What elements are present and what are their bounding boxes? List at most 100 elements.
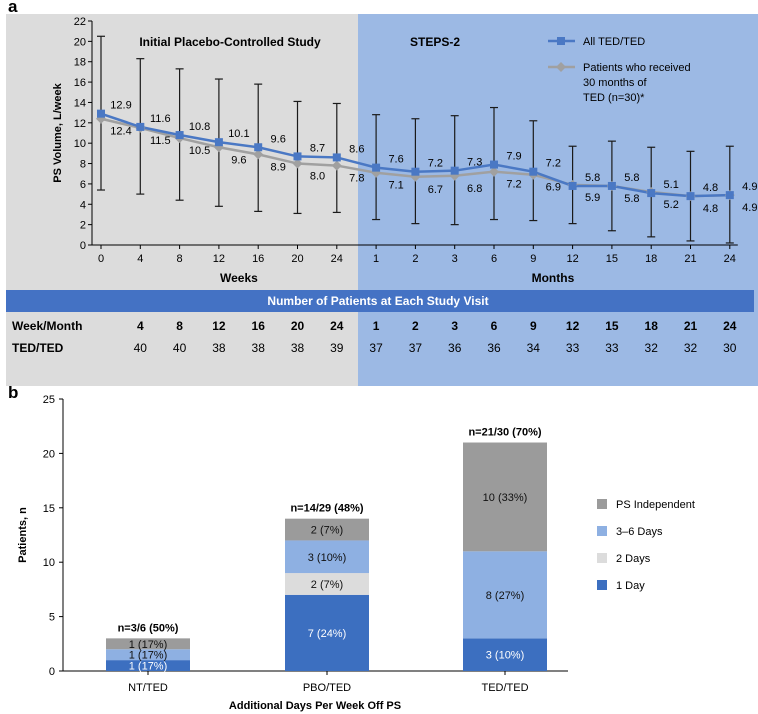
y-tick-label: 22 [74, 16, 86, 28]
visit-label: 12 [566, 319, 580, 333]
data-label-all-ted: 4.8 [703, 182, 718, 194]
data-label-30-months: 6.7 [428, 184, 443, 196]
patient-count: 38 [212, 341, 226, 355]
patient-count: 30 [723, 341, 737, 355]
bar-segment [285, 573, 369, 595]
x-tick-label: 20 [291, 253, 303, 265]
patient-count: 36 [448, 341, 462, 355]
x-tick-label: 24 [724, 253, 736, 265]
data-label-all-ted: 9.6 [271, 133, 286, 145]
visit-label: 21 [684, 319, 698, 333]
bar-segment-label: 7 (24%) [308, 628, 347, 640]
legend-swatch [597, 526, 607, 536]
y-tick-label: 6 [80, 179, 86, 191]
x-tick-label: 1 [373, 253, 379, 265]
patient-count: 37 [409, 341, 423, 355]
legend-marker-30-months [556, 62, 566, 72]
x-category-label: TED/TED [481, 682, 528, 694]
visit-label: 9 [530, 319, 537, 333]
x-tick-label: 12 [213, 253, 225, 265]
x-category-label: PBO/TED [303, 682, 351, 694]
marker-30-months [489, 166, 499, 177]
bar-segment-label: 10 (33%) [483, 492, 528, 504]
bar-segment-label: 1 (17%) [129, 639, 168, 651]
visit-label: 18 [645, 319, 659, 333]
data-label-all-ted: 5.1 [664, 179, 679, 191]
data-label-30-months: 8.9 [271, 161, 286, 173]
marker-all-ted [136, 122, 145, 131]
marker-all-ted [372, 163, 381, 172]
y-tick-label: 12 [74, 118, 86, 130]
legend-label: 3–6 Days [616, 526, 663, 538]
marker-30-months [292, 158, 303, 169]
marker-30-months [253, 149, 264, 160]
marker-all-ted [450, 166, 459, 175]
data-label-all-ted: 5.8 [585, 172, 600, 184]
visit-label: 16 [252, 319, 266, 333]
visit-label: 2 [412, 319, 419, 333]
y-axis-title: Patients, n [17, 507, 29, 563]
y-tick-label: 4 [80, 199, 86, 211]
visit-label: 15 [605, 319, 619, 333]
x-tick-label: 21 [684, 253, 696, 265]
visit-label: 12 [212, 319, 226, 333]
patient-count: 38 [252, 341, 266, 355]
marker-all-ted [254, 143, 263, 152]
patient-count: 40 [134, 341, 148, 355]
data-label-all-ted: 7.9 [506, 151, 521, 163]
data-label-30-months: 9.6 [231, 154, 246, 166]
y-axis-title: PS Volume, L/week [52, 82, 64, 182]
patient-count: 37 [369, 341, 383, 355]
legend-label-30-months: Patients who received [583, 62, 691, 74]
bar-total-label: n=14/29 (48%) [290, 503, 363, 515]
x-group-label-weeks: Weeks [220, 271, 258, 285]
band-title: Number of Patients at Each Study Visit [267, 294, 488, 308]
data-label-30-months: 10.5 [189, 145, 210, 157]
y-tick-label: 5 [49, 612, 55, 624]
data-label-30-months: 7.2 [506, 179, 521, 191]
bar-segment [106, 649, 190, 661]
legend-swatch [597, 499, 607, 509]
data-label-30-months: 8.0 [310, 171, 325, 183]
marker-all-ted [332, 153, 341, 162]
marker-all-ted [686, 192, 695, 201]
x-tick-label: 24 [331, 253, 343, 265]
table-row2-label: TED/TED [12, 341, 64, 355]
data-label-all-ted: 7.3 [467, 157, 482, 169]
data-label-30-months: 4.9 [742, 202, 757, 214]
patient-count: 32 [684, 341, 698, 355]
visit-label: 4 [137, 319, 144, 333]
bar-segment [463, 638, 547, 671]
legend-label-30-months: 30 months of [583, 77, 648, 89]
x-tick-label: 16 [252, 253, 264, 265]
x-tick-label: 8 [177, 253, 183, 265]
data-label-all-ted: 7.2 [428, 158, 443, 170]
visit-label: 24 [330, 319, 344, 333]
y-tick-label: 2 [80, 220, 86, 232]
steps2-title: STEPS-2 [410, 35, 460, 49]
data-label-all-ted: 10.8 [189, 121, 210, 133]
y-tick-label: 15 [43, 503, 55, 515]
bar-segment-label: 3 (10%) [486, 650, 525, 662]
bar-segment [463, 442, 547, 552]
data-label-all-ted: 5.8 [624, 172, 639, 184]
bar-segment [106, 660, 190, 671]
bar-segment-label: 2 (7%) [311, 525, 343, 537]
visit-label: 3 [451, 319, 458, 333]
marker-30-months [331, 160, 342, 171]
visit-label: 24 [723, 319, 737, 333]
y-tick-label: 16 [74, 77, 86, 89]
bar-segment [285, 540, 369, 574]
patient-count: 32 [645, 341, 659, 355]
x-tick-label: 9 [530, 253, 536, 265]
x-group-label-months: Months [532, 271, 575, 285]
patient-count: 33 [566, 341, 580, 355]
x-category-label: NT/TED [128, 682, 168, 694]
data-label-all-ted: 7.6 [388, 154, 403, 166]
legend-label: 2 Days [616, 553, 651, 565]
y-tick-label: 0 [49, 666, 55, 678]
